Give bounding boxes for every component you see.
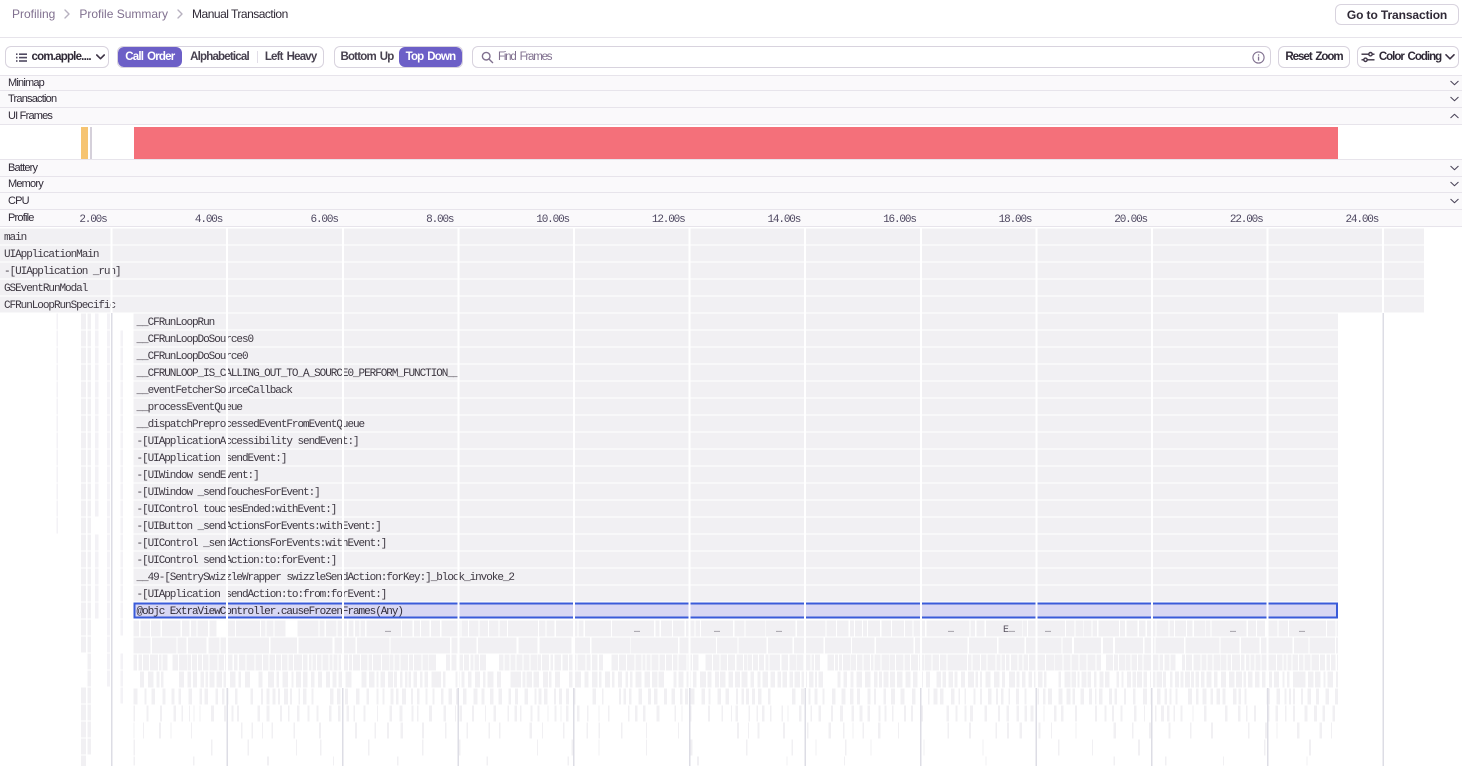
svg-text:-[UIApplication sendEvent:]: -[UIApplication sendEvent:] bbox=[137, 453, 287, 465]
svg-text:…: … bbox=[776, 625, 782, 636]
svg-text:…: … bbox=[714, 625, 720, 636]
svg-text:__CFRunLoopDoSources0: __CFRunLoopDoSources0 bbox=[136, 334, 254, 346]
svg-text:__49-[SentrySwizzleWrapper swi: __49-[SentrySwizzleWrapper swizzleSendAc… bbox=[136, 572, 515, 584]
svg-text:-[UIApplication _run]: -[UIApplication _run] bbox=[4, 266, 121, 278]
svg-text:__CFRunLoopRun: __CFRunLoopRun bbox=[136, 317, 215, 329]
svg-text:UIApplicationMain: UIApplicationMain bbox=[4, 249, 99, 261]
svg-text:-[UIControl touchesEnded:withE: -[UIControl touchesEnded:withEvent:] bbox=[137, 504, 337, 516]
svg-text:__dispatchPreprocessedEventFro: __dispatchPreprocessedEventFromEventQueu… bbox=[136, 419, 365, 431]
svg-text:…: … bbox=[1045, 625, 1051, 636]
svg-text:-[UIWindow _sendTouchesForEven: -[UIWindow _sendTouchesForEvent:] bbox=[137, 487, 320, 499]
svg-text:…: … bbox=[948, 625, 954, 636]
svg-text:__processEventQueue: __processEventQueue bbox=[136, 402, 243, 414]
svg-text:-[UIApplicationAccessibility s: -[UIApplicationAccessibility sendEvent:] bbox=[137, 436, 359, 448]
svg-text:…: … bbox=[385, 625, 391, 636]
svg-text:…: … bbox=[1230, 625, 1236, 636]
svg-text:GSEventRunModal: GSEventRunModal bbox=[4, 283, 88, 295]
svg-text:-[UIButton _sendActionsForEven: -[UIButton _sendActionsForEvents:withEve… bbox=[137, 521, 381, 533]
svg-text:…: … bbox=[634, 625, 640, 636]
svg-text:-[UIApplication sendAction:to:: -[UIApplication sendAction:to:from:forEv… bbox=[137, 589, 387, 601]
svg-text:__CFRunLoopDoSource0: __CFRunLoopDoSource0 bbox=[136, 351, 248, 363]
svg-text:E…: E… bbox=[1003, 625, 1015, 636]
svg-text:main: main bbox=[4, 232, 27, 244]
svg-text:__CFRUNLOOP_IS_CALLING_OUT_TO_: __CFRUNLOOP_IS_CALLING_OUT_TO_A_SOURCE0_… bbox=[136, 368, 460, 380]
svg-text:CFRunLoopRunSpecific: CFRunLoopRunSpecific bbox=[4, 300, 115, 312]
svg-text:…: … bbox=[1299, 625, 1305, 636]
svg-text:__eventFetcherSourceCallback: __eventFetcherSourceCallback bbox=[136, 385, 294, 397]
svg-text:-[UIControl _sendActionsForEve: -[UIControl _sendActionsForEvents:withEv… bbox=[137, 538, 387, 550]
svg-text:@objc ExtraViewController.caus: @objc ExtraViewController.causeFrozenFra… bbox=[137, 606, 403, 618]
svg-text:-[UIControl sendAction:to:forE: -[UIControl sendAction:to:forEvent:] bbox=[137, 555, 337, 567]
svg-text:-[UIWindow sendEvent:]: -[UIWindow sendEvent:] bbox=[137, 470, 259, 482]
